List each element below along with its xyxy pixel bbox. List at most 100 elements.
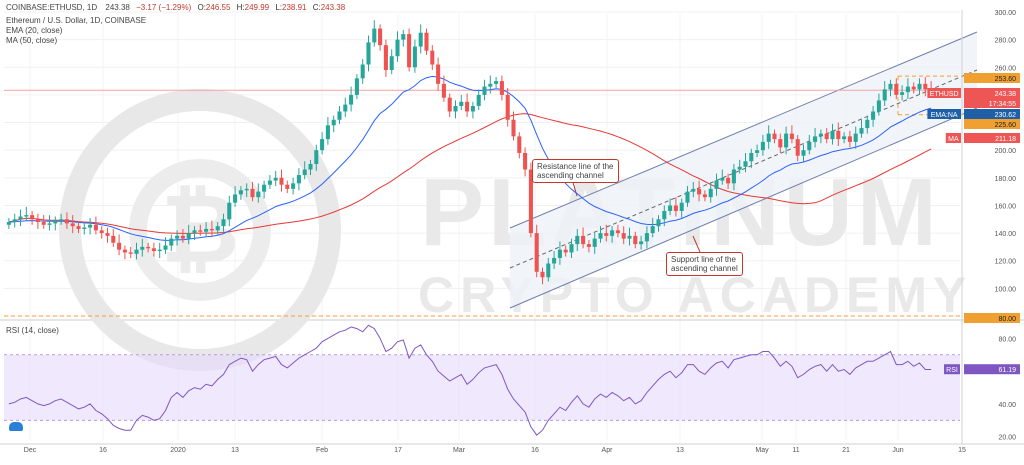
- candle-body: [894, 83, 899, 95]
- candle-body: [441, 83, 446, 98]
- candle-body: [534, 233, 539, 272]
- price-tick-label: 160.00: [995, 203, 1017, 210]
- candle-body: [871, 111, 876, 120]
- price-tick-label: 180.00: [995, 176, 1017, 183]
- candle-body: [35, 219, 40, 223]
- candle-body: [325, 125, 330, 140]
- candle-body: [714, 180, 719, 189]
- open-value: 246.55: [205, 3, 231, 12]
- candle-body: [778, 139, 783, 148]
- price-tag-bg: [964, 313, 1020, 323]
- resistance-callout: Resistance line of the ascending channel: [532, 159, 619, 183]
- candle-body: [517, 136, 522, 153]
- last-price: 243.38: [105, 3, 130, 12]
- candle-body: [273, 177, 278, 181]
- candle-body: [88, 224, 93, 228]
- candles: [6, 20, 934, 285]
- x-tick-label: 15: [958, 447, 966, 454]
- candle-body: [905, 86, 910, 93]
- support-callout-line-1: Support line of the: [671, 255, 736, 264]
- ma-50-line: [8, 113, 932, 234]
- x-tick-label: Dec: [24, 447, 37, 454]
- close-label: C:: [312, 3, 321, 12]
- candle-body: [337, 111, 342, 120]
- candle-body: [331, 119, 336, 126]
- candle-body: [296, 175, 301, 184]
- x-tick-label: Mar: [453, 447, 466, 454]
- channel-fill: [510, 32, 977, 308]
- candle-body: [581, 235, 586, 245]
- candle-body: [424, 32, 429, 51]
- candle-body: [395, 39, 400, 57]
- ema-legend[interactable]: EMA (20, close): [6, 26, 63, 35]
- rsi-legend[interactable]: RSI (14, close): [6, 326, 59, 335]
- candle-body: [697, 188, 702, 195]
- candle-body: [917, 83, 922, 90]
- channel-midline: [509, 69, 978, 269]
- candle-body: [146, 246, 151, 249]
- candle-body: [64, 219, 69, 224]
- ma-line: [8, 113, 932, 234]
- rsi-tick-label: 80.00: [998, 336, 1016, 343]
- candle-body: [569, 244, 574, 253]
- rsi-band: [4, 354, 960, 421]
- candle-body: [691, 188, 696, 192]
- candle-body: [540, 271, 545, 278]
- candle-body: [900, 92, 905, 95]
- price-tags: 253.60 ETHUSD 243.38 17:34:55 EMA:NA 230.62 22…: [927, 73, 1020, 375]
- x-tick-label: Apr: [602, 447, 614, 454]
- candle-body: [807, 141, 812, 151]
- price-tag-bg: [964, 98, 1020, 108]
- ascending-channel: [509, 31, 978, 309]
- candle-body: [644, 233, 649, 242]
- candle-body: [111, 235, 116, 243]
- x-tick-label: 13: [231, 447, 239, 454]
- price-tag-label-bg: [927, 109, 961, 119]
- candle-body: [523, 152, 528, 170]
- candle-body: [76, 226, 81, 229]
- support-line: [509, 107, 978, 309]
- rsi-tag-label-bg: [944, 364, 960, 375]
- high-value: 249.99: [244, 3, 270, 12]
- candle-body: [360, 64, 365, 79]
- x-tick-label: 21: [842, 447, 850, 454]
- candle-body: [668, 205, 673, 211]
- candle-body: [470, 105, 475, 112]
- candle-body: [227, 202, 232, 220]
- candle-body: [859, 128, 864, 134]
- candle-body: [720, 177, 725, 181]
- price-tick-label: 280.00: [995, 38, 1017, 45]
- open-label: O:: [197, 3, 206, 12]
- candle-body: [262, 184, 267, 192]
- price-tag-value: 17:34:55: [989, 101, 1016, 108]
- candle-body: [876, 100, 881, 112]
- candle-body: [70, 223, 75, 227]
- candle-body: [6, 222, 11, 225]
- x-tick-label: Jun: [892, 447, 903, 454]
- price-tag-bg: [964, 73, 1020, 83]
- candle-body: [592, 238, 597, 247]
- candle-body: [221, 219, 226, 227]
- candle-body: [412, 46, 417, 68]
- candle-body: [766, 133, 771, 142]
- tradingview-logo-icon[interactable]: [9, 422, 23, 431]
- candle-body: [82, 227, 87, 229]
- candle-body: [343, 104, 348, 112]
- candle-body: [163, 245, 168, 250]
- candle-body: [813, 136, 818, 142]
- ma-legend[interactable]: MA (50, close): [6, 36, 58, 45]
- price-tag-value: 211.18: [995, 136, 1016, 143]
- candle-body: [320, 139, 325, 151]
- candle-body: [702, 194, 707, 198]
- candle-body: [256, 191, 261, 198]
- candle-body: [383, 45, 388, 71]
- candle-body: [656, 219, 661, 227]
- candle-body: [41, 222, 46, 225]
- rsi-tag-value: 61.19: [998, 367, 1016, 374]
- candle-body: [888, 83, 893, 90]
- candle-body: [708, 188, 713, 198]
- price-tag-label-bg: [927, 88, 961, 98]
- price-tag-label: ETHUSD: [930, 91, 959, 98]
- candle-body: [47, 223, 52, 225]
- candle-body: [53, 220, 58, 224]
